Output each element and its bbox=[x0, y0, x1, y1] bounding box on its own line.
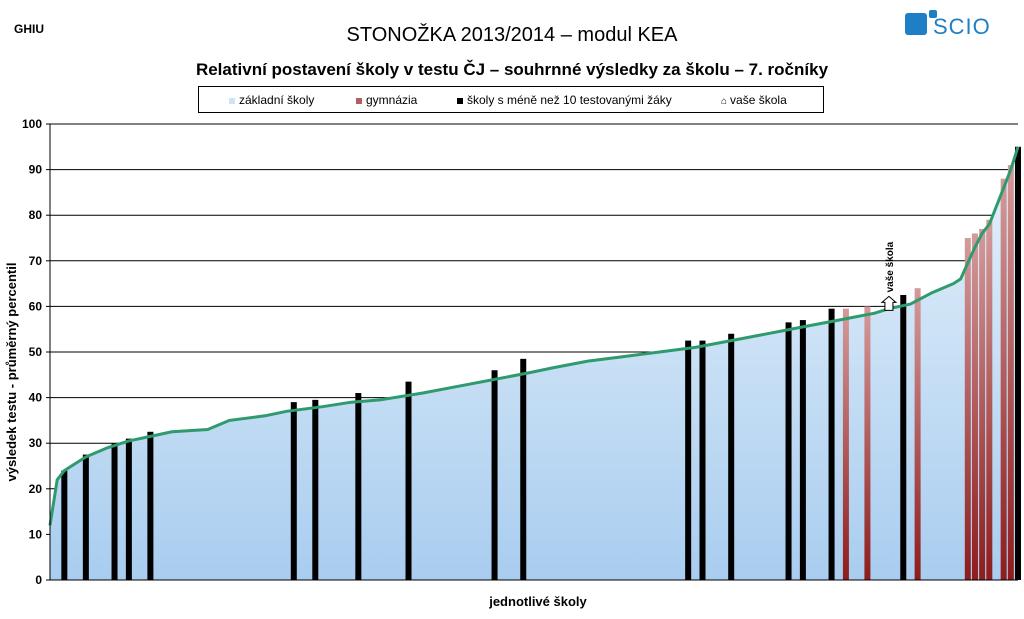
small-school-bar-13 bbox=[728, 333, 735, 580]
legend-label-small: školy s méně než 10 testovanými žáky bbox=[467, 93, 672, 107]
small-school-bar-15 bbox=[799, 320, 806, 580]
legend-swatch-small bbox=[457, 97, 463, 104]
small-school-bar-18 bbox=[1015, 146, 1021, 581]
y-tick-80: 80 bbox=[29, 208, 43, 222]
schools-area bbox=[50, 146, 1018, 581]
y-tick-20: 20 bbox=[29, 482, 43, 496]
x-axis-label: jednotlivé školy bbox=[488, 594, 587, 609]
legend-item-gymnazia: gymnázia bbox=[356, 93, 417, 107]
gymnazium-bar-0 bbox=[842, 308, 849, 580]
gymnazium-bar-7 bbox=[1000, 178, 1007, 580]
small-school-bar-0 bbox=[61, 470, 68, 580]
axes bbox=[46, 123, 1018, 581]
small-school-bar-5 bbox=[290, 402, 297, 580]
y-tick-10: 10 bbox=[29, 527, 43, 541]
y-tick-60: 60 bbox=[29, 299, 43, 313]
y-tick-90: 90 bbox=[29, 163, 43, 177]
legend-label-zakladni: základní školy bbox=[239, 93, 315, 107]
small-school-bar-1 bbox=[82, 454, 89, 580]
small-school-bar-3 bbox=[125, 438, 132, 580]
y-tick-50: 50 bbox=[29, 345, 43, 359]
small-school-bar-11 bbox=[685, 340, 692, 580]
legend-swatch-gymnazia bbox=[356, 97, 362, 104]
small-school-bar-17 bbox=[900, 295, 907, 580]
legend-item-zakladni: základní školy bbox=[229, 93, 314, 107]
chart-subtitle: Relativní postavení školy v testu ČJ – s… bbox=[195, 60, 829, 79]
small-school-bar-7 bbox=[355, 393, 362, 580]
small-school-bar-9 bbox=[491, 370, 498, 580]
scio-logo-mark bbox=[905, 13, 927, 35]
small-school-bar-2 bbox=[111, 443, 118, 580]
small-school-bar-10 bbox=[520, 358, 527, 580]
chart-main-title: STONOŽKA 2013/2014 – modul KEA bbox=[346, 24, 678, 46]
small-school-bar-14 bbox=[785, 322, 792, 580]
small-school-bar-4 bbox=[147, 431, 154, 580]
your-school-marker: vaše škola bbox=[880, 241, 898, 311]
legend-swatch-zakladni bbox=[229, 97, 235, 104]
your-school-label: vaše škola bbox=[885, 241, 896, 292]
y-tick-70: 70 bbox=[29, 254, 43, 268]
y-tick-40: 40 bbox=[29, 391, 43, 405]
gymnazium-bar-4 bbox=[971, 233, 978, 580]
gymnazium-bar-8 bbox=[1007, 165, 1014, 581]
small-school-bar-8 bbox=[405, 381, 412, 580]
scio-logo-dot bbox=[929, 10, 937, 18]
school-code: GHIU bbox=[14, 22, 44, 36]
house-arrow-icon: ⌂ bbox=[721, 96, 728, 107]
gymnazium-bar-1 bbox=[864, 306, 871, 580]
gymnazium-bar-5 bbox=[979, 228, 986, 580]
house-arrow-icon bbox=[880, 295, 898, 311]
y-tick-0: 0 bbox=[35, 573, 42, 587]
legend-label-your-school: vaše škola bbox=[730, 93, 787, 107]
gymnazium-bar-3 bbox=[964, 238, 971, 580]
small-school-bar-16 bbox=[828, 308, 835, 580]
legend-item-your-school: ⌂ vaše škola bbox=[721, 93, 787, 107]
schools-curve-line bbox=[48, 146, 1020, 526]
y-tick-100: 100 bbox=[22, 117, 42, 131]
y-tick-30: 30 bbox=[29, 436, 43, 450]
scio-logo-text: SCIO bbox=[933, 14, 991, 39]
y-axis-label: výsledek testu - průměrný percentil bbox=[4, 263, 19, 482]
chart-legend: základní školy gymnázia školy s méně než… bbox=[198, 86, 824, 113]
school-bars bbox=[61, 146, 1021, 581]
y-tick-labels: 0 10 20 30 40 50 60 70 80 90 100 bbox=[22, 117, 42, 587]
small-school-bar-12 bbox=[699, 340, 706, 580]
legend-item-small: školy s méně než 10 testovanými žáky bbox=[457, 93, 672, 107]
legend-label-gymnazia: gymnázia bbox=[366, 93, 418, 107]
gymnazium-bar-6 bbox=[986, 219, 993, 580]
gymnazium-bar-2 bbox=[914, 288, 921, 580]
small-school-bar-6 bbox=[312, 399, 319, 580]
scio-logo: SCIO bbox=[905, 10, 1005, 40]
